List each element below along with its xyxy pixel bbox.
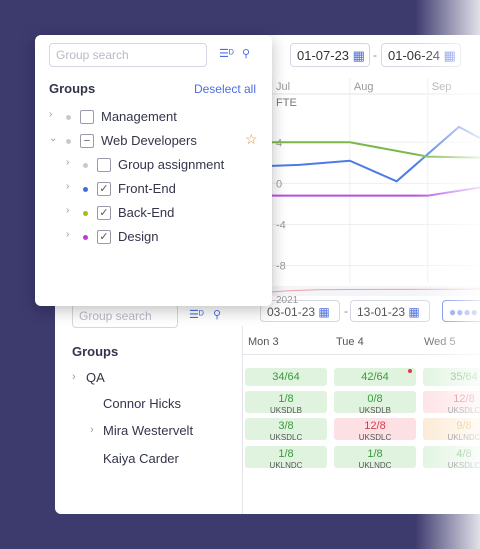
expand-arrow: › bbox=[66, 157, 70, 168]
cell-value: 1/8 bbox=[278, 448, 294, 460]
sort-icon[interactable]: ☰ᴰ bbox=[189, 309, 204, 321]
cell-code: UKSDLC bbox=[269, 433, 303, 442]
cell-value: 4/8 bbox=[456, 448, 472, 460]
schedule-card: Group search ☰ᴰ ⚲ Groups 03-01-23 ▦ - 13… bbox=[55, 282, 480, 514]
date-from[interactable]: 01-07-23 ▦ bbox=[290, 43, 370, 67]
favorite-star: ☆ bbox=[245, 131, 258, 147]
schedule-cell: 12/8 UKSDLC bbox=[334, 418, 416, 442]
status-dot bbox=[66, 139, 71, 144]
date-from[interactable]: 03-01-23 ▦ bbox=[260, 300, 340, 322]
group-label: Group assignment bbox=[118, 157, 225, 172]
cell-code: UKLNDC bbox=[358, 461, 392, 470]
cell-value: 34/64 bbox=[272, 371, 300, 383]
search-input[interactable]: Group search bbox=[72, 304, 178, 328]
schedule-cell: 1/8 UKLNDC bbox=[334, 446, 416, 470]
cell-code: UKLNDC bbox=[447, 433, 480, 442]
search-input[interactable]: Group search bbox=[49, 43, 207, 67]
checkbox[interactable]: ✓ bbox=[97, 206, 111, 220]
status-dot bbox=[83, 163, 88, 168]
cell-code: UKSDLB bbox=[269, 406, 302, 415]
expand-arrow: › bbox=[66, 229, 70, 240]
row-label: Connor Hicks bbox=[103, 396, 182, 411]
cell-value: 0/8 bbox=[367, 393, 383, 405]
day-header: Mon 3 bbox=[248, 336, 279, 348]
cell-code: UKSDLB bbox=[358, 406, 391, 415]
status-dot bbox=[83, 211, 88, 216]
cell-value: 35/64 bbox=[450, 371, 478, 383]
checkbox[interactable] bbox=[80, 110, 94, 124]
schedule-cell: 1/8 UKSDLB bbox=[245, 391, 327, 415]
date-to[interactable]: 13-01-23 ▦ bbox=[350, 300, 430, 322]
group-label: Web Developers bbox=[101, 133, 197, 148]
divider bbox=[242, 354, 480, 355]
status-dot bbox=[66, 115, 71, 120]
group-label: Back-End bbox=[118, 205, 175, 220]
expand-arrow: › bbox=[49, 109, 53, 120]
date-text: 03-01-23 bbox=[267, 305, 316, 319]
cell-value: 12/8 bbox=[453, 393, 475, 405]
day-header: Wed 5 bbox=[424, 336, 456, 348]
color-filter[interactable]: ●●●● bbox=[442, 300, 480, 322]
chart-card: 01-07-23 ▦ - 01-06-24 ▦ bbox=[262, 35, 480, 297]
user-icon[interactable]: ⚲ bbox=[242, 48, 251, 60]
expand-arrow: › bbox=[90, 424, 94, 436]
schedule-cell: 35/64 bbox=[423, 368, 480, 386]
group-popup: Group search ☰ᴰ ⚲ Groups Deselect all › M… bbox=[35, 35, 272, 306]
row-label: QA bbox=[86, 370, 105, 385]
checkbox[interactable]: ✓ bbox=[97, 182, 111, 196]
cell-value: 3/8 bbox=[278, 420, 294, 432]
cell-code: UKSDLC bbox=[358, 433, 392, 442]
schedule-cell: 9/8 UKLNDC bbox=[423, 418, 480, 442]
cell-code: UKSDLC bbox=[447, 461, 480, 470]
group-label: Design bbox=[118, 229, 159, 244]
deselect-all[interactable]: Deselect all bbox=[193, 82, 256, 96]
cell-value: 1/8 bbox=[278, 393, 294, 405]
day-header: Tue 4 bbox=[336, 336, 364, 348]
schedule-cell: 3/8 UKSDLC bbox=[245, 418, 327, 442]
date-text: 01-07-23 bbox=[297, 48, 350, 63]
user-icon[interactable]: ⚲ bbox=[213, 309, 222, 321]
cell-code: UKSDLC bbox=[447, 406, 480, 415]
schedule-cell: 4/8 UKSDLC bbox=[423, 446, 480, 470]
date-text: 13-01-23 bbox=[357, 305, 406, 319]
cell-value: 12/8 bbox=[364, 420, 386, 432]
status-dot bbox=[83, 235, 88, 240]
schedule-cell: 34/64 bbox=[245, 368, 327, 386]
expand-arrow: ⌄ bbox=[49, 133, 58, 144]
checkbox[interactable]: ✓ bbox=[97, 230, 111, 244]
cell-code: UKLNDC bbox=[269, 461, 303, 470]
schedule-cell: 0/8 UKSDLB bbox=[334, 391, 416, 415]
groups-title: Groups bbox=[49, 81, 96, 96]
date-text: 01-06-24 bbox=[388, 48, 441, 63]
alert-dot bbox=[408, 369, 412, 373]
cell-value: 42/64 bbox=[361, 371, 389, 383]
separator: - bbox=[373, 48, 377, 62]
groups-title: Groups bbox=[72, 344, 119, 359]
divider bbox=[242, 326, 243, 514]
schedule-cell: 12/8 UKSDLC bbox=[423, 391, 480, 415]
cell-value: 9/8 bbox=[456, 420, 472, 432]
group-label: Management bbox=[101, 109, 177, 124]
expand-arrow: › bbox=[66, 181, 70, 192]
row-label: Mira Westervelt bbox=[103, 423, 194, 438]
sort-icon[interactable]: ☰ᴰ bbox=[219, 48, 234, 60]
checkbox[interactable]: − bbox=[80, 134, 94, 148]
cell-value: 1/8 bbox=[367, 448, 383, 460]
checkbox[interactable] bbox=[97, 158, 111, 172]
schedule-cell: 42/64 bbox=[334, 368, 416, 386]
date-to[interactable]: 01-06-24 ▦ bbox=[381, 43, 461, 67]
schedule-cell: 1/8 UKLNDC bbox=[245, 446, 327, 470]
group-label: Front-End bbox=[118, 181, 176, 196]
expand-arrow: › bbox=[66, 205, 70, 216]
row-label: Kaiya Carder bbox=[103, 451, 179, 466]
separator: - bbox=[344, 304, 348, 318]
expand-arrow: › bbox=[72, 371, 76, 383]
status-dot bbox=[83, 187, 88, 192]
